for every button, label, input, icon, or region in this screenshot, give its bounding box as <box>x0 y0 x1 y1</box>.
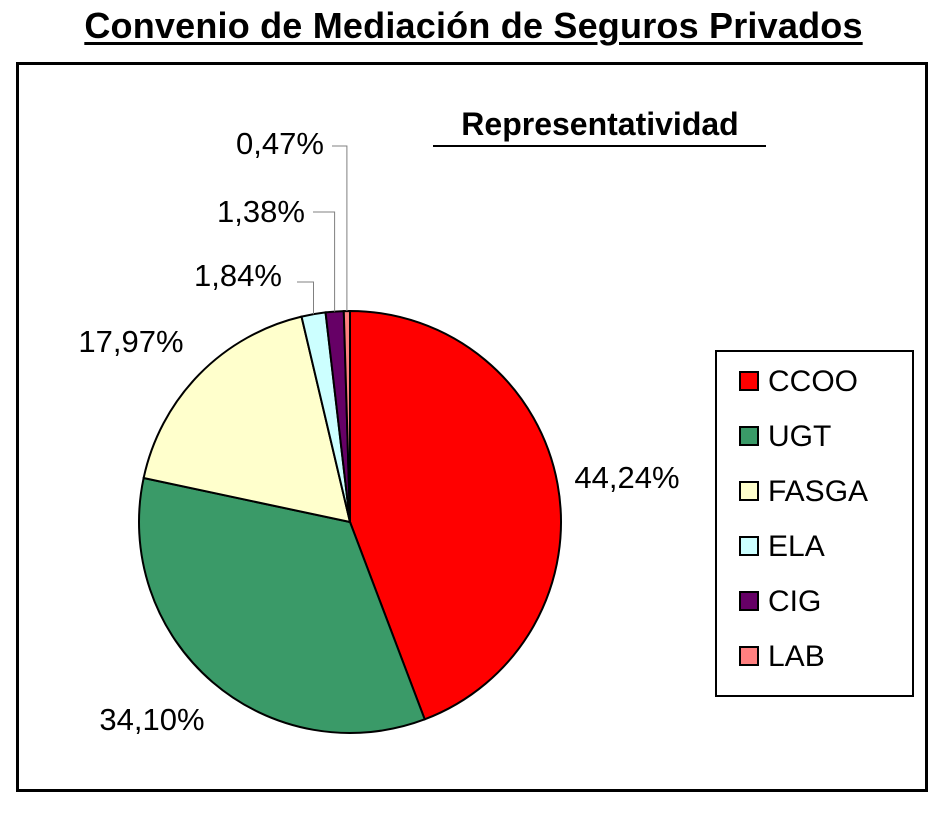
slice-label-ugt: 34,10% <box>99 702 204 737</box>
legend: CCOO UGT FASGA ELA CIG LAB <box>715 350 914 697</box>
slice-fasga <box>142 315 352 524</box>
chart-title: Representatividad <box>461 106 738 142</box>
slice-label-lab: 0,47% <box>236 126 324 161</box>
slice-label-fasga: 17,97% <box>78 324 183 359</box>
slice-label-ela: 1,84% <box>194 258 282 293</box>
legend-swatch-ccoo <box>739 371 759 391</box>
legend-label-ugt: UGT <box>768 420 831 453</box>
pie-slices <box>138 309 562 734</box>
legend-label-lab: LAB <box>768 640 825 673</box>
legend-swatch-ugt <box>739 426 759 446</box>
leader-line-cig <box>313 211 336 312</box>
page-title: Convenio de Mediación de Seguros Privado… <box>84 5 863 46</box>
slice-lab <box>342 309 351 523</box>
legend-label-fasga: FASGA <box>768 475 868 508</box>
leader-lines <box>297 145 348 315</box>
slice-ccoo <box>349 309 562 721</box>
slice-labels: 44,24% 34,10% 17,97% 1,84% 1,38% 0,47% <box>78 126 679 737</box>
leader-line-ela <box>297 281 314 315</box>
legend-swatch-fasga <box>739 481 759 501</box>
slice-ugt <box>138 476 426 734</box>
slice-label-ccoo: 44,24% <box>574 460 679 495</box>
legend-label-cig: CIG <box>768 585 821 618</box>
legend-swatch-cig <box>739 591 759 611</box>
legend-swatch-lab <box>739 646 759 666</box>
chart-title-group: Representatividad <box>433 106 766 147</box>
legend-label-ccoo: CCOO <box>768 365 858 398</box>
legend-box <box>715 350 914 697</box>
leader-line-lab <box>332 145 348 311</box>
legend-label-ela: ELA <box>768 530 825 563</box>
legend-swatch-ela <box>739 536 759 556</box>
slice-label-cig: 1,38% <box>217 194 305 229</box>
